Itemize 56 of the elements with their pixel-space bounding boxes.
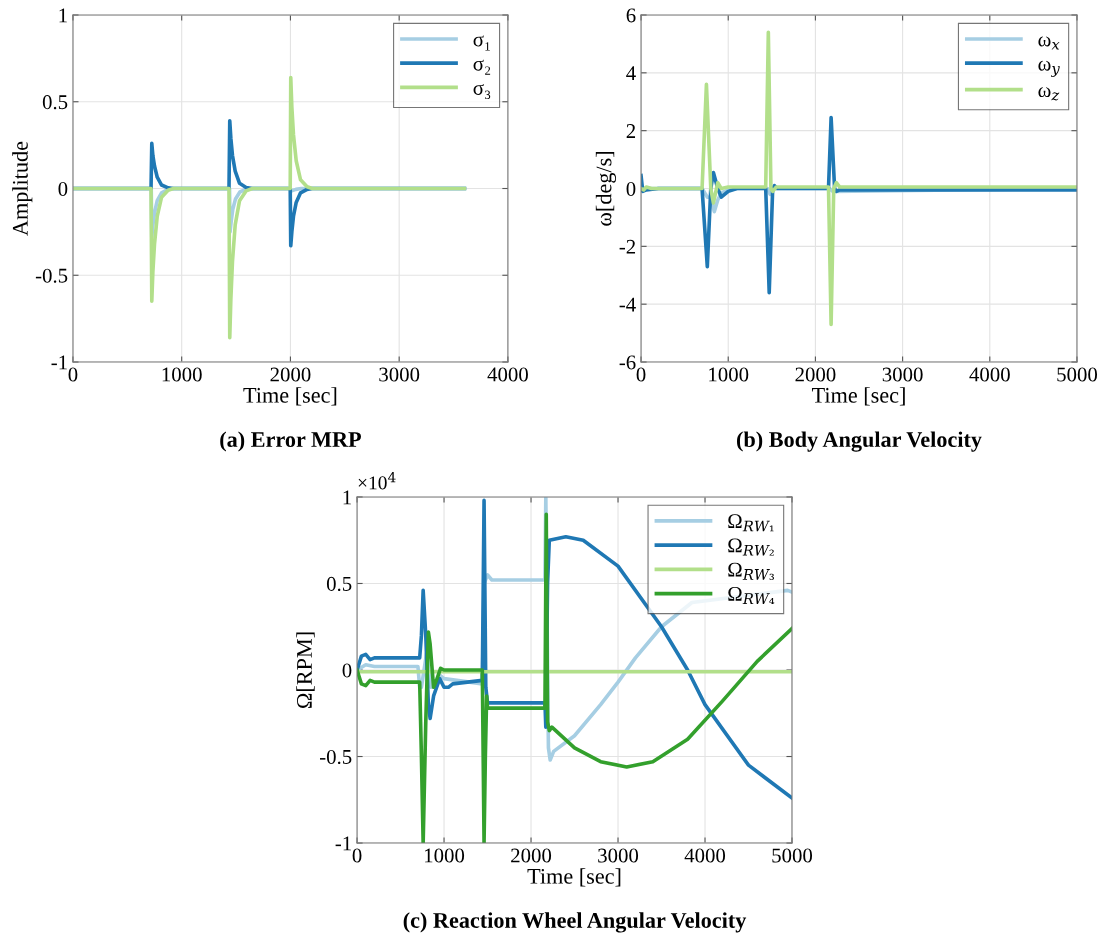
y-tick-label: -2 [619, 239, 636, 254]
y-axis-title: Amplitude [12, 141, 33, 236]
legend-label: ω$_{z}$ [1038, 87, 1060, 101]
legend-label: Ω$_{RW₁}$ [728, 514, 774, 532]
text: (a) Error MRP [220, 431, 361, 452]
x-tick-label: 3000 [379, 367, 420, 382]
line-series [641, 30, 1077, 327]
x-tick-label: 0 [68, 367, 78, 382]
x-tick-label: 4000 [487, 367, 528, 382]
y-tick-label: 2 [626, 124, 636, 138]
x-tick-label: 3000 [882, 367, 923, 382]
line-series [72, 75, 467, 340]
text: (b) Body Angular Velocity [737, 431, 982, 452]
x-tick-label: 0 [352, 848, 362, 863]
y-tick-label: 0 [626, 181, 636, 196]
x-tick-label: 2000 [795, 367, 836, 382]
y-axis-title: Ω[RPM] [296, 632, 315, 708]
y-tick-label: -4 [619, 297, 636, 312]
x-tick-label: 2000 [270, 367, 311, 382]
y-tick-label: -1 [335, 836, 351, 851]
y-tick-label: -0.5 [35, 268, 68, 283]
legend-label: σ₁ [473, 35, 490, 51]
x-tick-label: 2000 [511, 848, 552, 863]
y-tick-label: 4 [626, 66, 636, 81]
legend-label: ω$_{y}$ [1038, 60, 1060, 77]
legend-label: σ₂ [473, 59, 491, 75]
y-tick-label: -1 [51, 355, 67, 370]
y-tick-label: -0.5 [319, 749, 352, 765]
x-tick-label: 4000 [969, 367, 1010, 382]
x-axis-title: Time [sec] [527, 868, 621, 887]
text: (c) Reaction Wheel Angular Velocity [403, 912, 747, 933]
x-tick-label: 4000 [684, 848, 726, 863]
legend-label: ω$_{x}$ [1038, 36, 1060, 50]
x-tick-label: 0 [636, 367, 646, 382]
x-tick-label: 1000 [162, 367, 202, 382]
x-tick-label: 1000 [425, 848, 465, 863]
y-tick-label: 1 [59, 8, 67, 23]
text: ×10$^{4}$ [358, 472, 396, 490]
x-tick-label: 1000 [709, 367, 749, 382]
x-tick-label: 5000 [772, 848, 813, 863]
legend-label: σ₃ [473, 84, 491, 99]
x-tick-label: 3000 [598, 848, 639, 863]
y-tick-label: 0.5 [326, 576, 352, 592]
legend-label: Ω$_{RW₄}$ [728, 586, 775, 605]
legend-label: Ω$_{RW₃}$ [728, 562, 774, 580]
legend-label: Ω$_{RW₂}$ [728, 538, 774, 556]
y-tick-label: 0 [58, 181, 68, 196]
y-tick-label: 0 [342, 663, 352, 678]
y-tick-label: -6 [619, 355, 636, 370]
x-axis-title: Time [sec] [243, 387, 337, 406]
x-tick-label: 5000 [1057, 367, 1098, 382]
y-tick-label: 1 [343, 490, 351, 505]
y-axis-title: ω[deg/s] [595, 151, 617, 226]
x-axis-title: Time [sec] [811, 387, 905, 406]
y-tick-label: 0.5 [42, 95, 68, 110]
y-tick-label: 6 [626, 8, 636, 23]
